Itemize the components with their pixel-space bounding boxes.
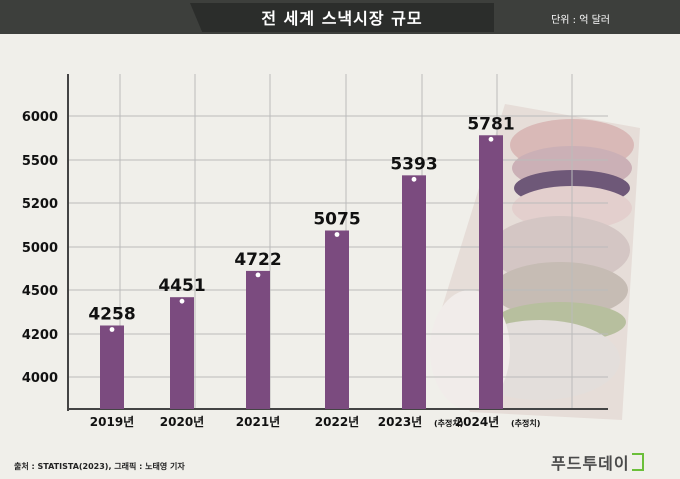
x-tick-note: (추정치) xyxy=(434,418,463,428)
chart-title: 전 세계 스낵시장 규모 xyxy=(261,9,423,28)
x-tick-note: (추정치) xyxy=(511,418,540,428)
x-tick-label: 2021년 xyxy=(236,415,280,429)
bar-marker xyxy=(179,298,185,304)
bar-value-label: 5075 xyxy=(313,210,360,230)
y-tick-label: 4200 xyxy=(22,328,58,343)
x-tick-label: 2020년 xyxy=(160,415,204,429)
source-text: 출처 : STATISTA(2023), 그래픽 : 노태영 기자 xyxy=(14,462,185,471)
bar xyxy=(325,230,349,409)
bar-value-label: 5781 xyxy=(467,114,514,134)
brand-name: 푸드투데이 xyxy=(551,454,630,473)
y-tick-label: 4000 xyxy=(22,371,58,386)
title-panel xyxy=(190,3,494,32)
x-tick-label: 2024년 xyxy=(455,415,499,429)
bar-marker xyxy=(411,176,417,182)
brand-logo: 푸드투데이 xyxy=(551,450,644,474)
x-tick-label: 2019년 xyxy=(90,415,134,429)
bar-marker xyxy=(334,232,340,237)
bar xyxy=(246,270,270,409)
bar xyxy=(100,325,124,409)
y-tick-label: 4500 xyxy=(22,284,58,299)
bar-value-label: 4258 xyxy=(88,304,135,324)
x-tick-label: 2023년 xyxy=(378,415,422,429)
macaron-image xyxy=(430,104,640,420)
bar-marker xyxy=(109,327,115,332)
x-tick-label: 2022년 xyxy=(315,415,359,429)
unit-label: 단위 : 억 달러 xyxy=(551,15,610,26)
bar-value-label: 4722 xyxy=(234,250,281,270)
bar xyxy=(170,297,194,409)
bar xyxy=(402,175,426,409)
bar-value-label: 4451 xyxy=(158,276,205,296)
y-tick-label: 6000 xyxy=(22,110,58,125)
y-tick-label: 5000 xyxy=(22,241,58,256)
y-tick-label: 5500 xyxy=(22,154,58,169)
brand-mark-icon xyxy=(631,453,644,471)
bars xyxy=(100,135,503,409)
y-tick-label: 5200 xyxy=(22,197,58,212)
bar-marker xyxy=(255,272,261,278)
bar-value-label: 5393 xyxy=(390,154,437,174)
bar-marker xyxy=(488,136,494,142)
labels: 4000 4200 4500 5000 5200 5500 6000 4258 2019년 445… xyxy=(22,110,541,429)
bar xyxy=(479,135,503,409)
